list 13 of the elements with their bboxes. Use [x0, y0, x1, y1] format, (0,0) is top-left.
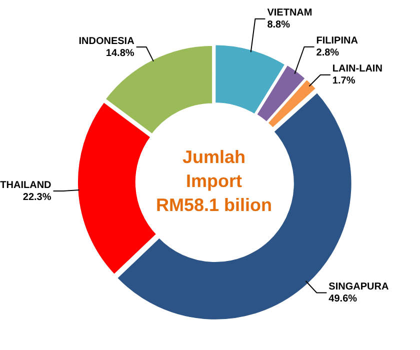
slice-label: INDONESIA	[78, 36, 134, 47]
slice-label: LAIN-LAIN	[332, 64, 382, 75]
slice-label: THAILAND	[0, 180, 52, 191]
data-label: 1.7%	[332, 76, 356, 87]
slice-label: VIETNAM	[267, 8, 312, 19]
slice-label: SINGAPURA	[328, 281, 389, 292]
slice-label: FILIPINA	[316, 36, 358, 47]
data-label: 49.6%	[328, 293, 358, 304]
text: Jumlah Import RM58.1 bilion	[156, 146, 272, 215]
data-label: 8.8%	[267, 20, 290, 31]
data-label: 2.8%	[316, 48, 340, 59]
data-label: 22.3%	[22, 192, 52, 203]
data-label: 14.8%	[106, 48, 134, 59]
